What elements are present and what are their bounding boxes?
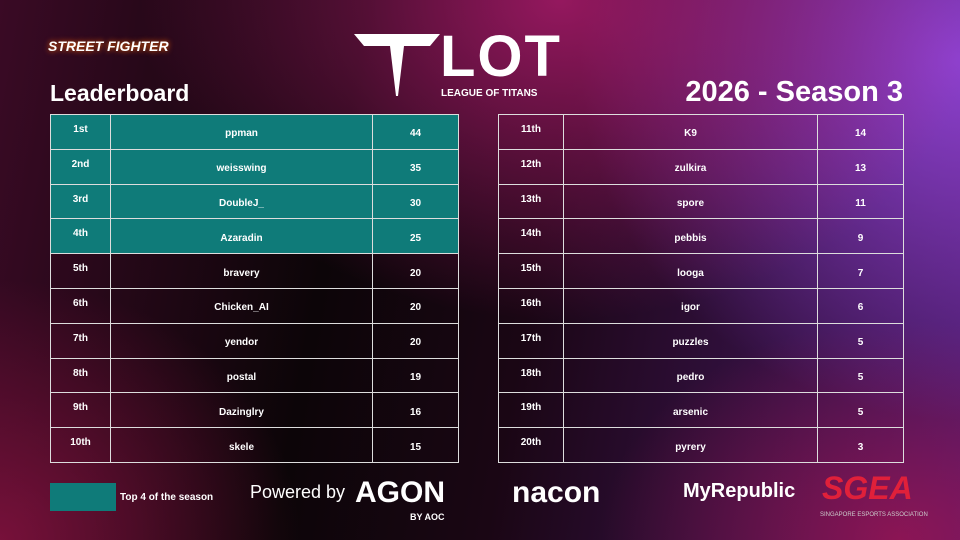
rank-cell: 2nd bbox=[50, 148, 111, 185]
rank-cell: 17th bbox=[498, 322, 564, 359]
points-cell: 15 bbox=[372, 427, 459, 463]
sponsor: MyRepublic bbox=[683, 480, 796, 502]
player-cell: looga bbox=[563, 253, 818, 289]
sponsor: BY AOC bbox=[410, 512, 445, 522]
league-logo: LOT bbox=[440, 24, 562, 89]
legend-label: Top 4 of the season bbox=[120, 492, 214, 503]
points-cell: 5 bbox=[817, 322, 904, 359]
rank-cell: 12th bbox=[498, 148, 564, 185]
points-cell: 6 bbox=[817, 288, 904, 324]
points-cell: 14 bbox=[817, 114, 904, 150]
lot-emblem bbox=[354, 34, 440, 96]
points-cell: 30 bbox=[372, 183, 459, 220]
rank-cell: 5th bbox=[50, 253, 111, 289]
sponsor: SINGAPORE ESPORTS ASSOCIATION bbox=[820, 512, 928, 518]
points-cell: 35 bbox=[372, 148, 459, 185]
rank-cell: 6th bbox=[50, 288, 111, 324]
sponsor: nacon bbox=[512, 476, 601, 509]
rank-cell: 18th bbox=[498, 357, 564, 394]
player-cell: Dazinglry bbox=[110, 392, 373, 429]
sponsor: AGON bbox=[355, 476, 445, 509]
points-cell: 20 bbox=[372, 288, 459, 324]
rank-cell: 15th bbox=[498, 253, 564, 289]
rank-cell: 11th bbox=[498, 114, 564, 150]
rank-cell: 10th bbox=[50, 427, 111, 463]
rank-cell: 19th bbox=[498, 392, 564, 429]
season: 2026 - Season 3 bbox=[685, 76, 903, 108]
game-logo: STREET FIGHTER bbox=[48, 38, 169, 54]
player-cell: postal bbox=[110, 357, 373, 394]
player-cell: zulkira bbox=[563, 148, 818, 185]
player-cell: yendor bbox=[110, 322, 373, 359]
rank-cell: 13th bbox=[498, 183, 564, 220]
rank-cell: 14th bbox=[498, 218, 564, 255]
player-cell: bravery bbox=[110, 253, 373, 289]
player-cell: puzzles bbox=[563, 322, 818, 359]
points-cell: 20 bbox=[372, 253, 459, 289]
player-cell: Azaradin bbox=[110, 218, 373, 255]
points-cell: 20 bbox=[372, 322, 459, 359]
points-cell: 5 bbox=[817, 357, 904, 394]
player-cell: K9 bbox=[563, 114, 818, 150]
points-cell: 13 bbox=[817, 148, 904, 185]
points-cell: 3 bbox=[817, 427, 904, 463]
legend-swatch bbox=[50, 483, 116, 511]
player-cell: ppman bbox=[110, 114, 373, 150]
player-cell: pedro bbox=[563, 357, 818, 394]
rank-cell: 1st bbox=[50, 114, 111, 150]
rank-cell: 16th bbox=[498, 288, 564, 324]
rank-cell: 4th bbox=[50, 218, 111, 255]
points-cell: 11 bbox=[817, 183, 904, 220]
rank-cell: 9th bbox=[50, 392, 111, 429]
league-name: LEAGUE OF TITANS bbox=[441, 88, 538, 99]
rank-cell: 3rd bbox=[50, 183, 111, 220]
rank-cell: 7th bbox=[50, 322, 111, 359]
sponsor: SGEA bbox=[822, 470, 913, 506]
title: Leaderboard bbox=[50, 80, 190, 106]
rank-cell: 8th bbox=[50, 357, 111, 394]
points-cell: 44 bbox=[372, 114, 459, 150]
player-cell: pebbis bbox=[563, 218, 818, 255]
player-cell: skele bbox=[110, 427, 373, 463]
points-cell: 16 bbox=[372, 392, 459, 429]
rank-cell: 20th bbox=[498, 427, 564, 463]
points-cell: 7 bbox=[817, 253, 904, 289]
player-cell: DoubleJ_ bbox=[110, 183, 373, 220]
points-cell: 19 bbox=[372, 357, 459, 394]
player-cell: igor bbox=[563, 288, 818, 324]
player-cell: arsenic bbox=[563, 392, 818, 429]
points-cell: 9 bbox=[817, 218, 904, 255]
points-cell: 5 bbox=[817, 392, 904, 429]
points-cell: 25 bbox=[372, 218, 459, 255]
powered-by: Powered by bbox=[250, 482, 346, 502]
player-cell: spore bbox=[563, 183, 818, 220]
player-cell: Chicken_AI bbox=[110, 288, 373, 324]
player-cell: pyrery bbox=[563, 427, 818, 463]
player-cell: weisswing bbox=[110, 148, 373, 185]
